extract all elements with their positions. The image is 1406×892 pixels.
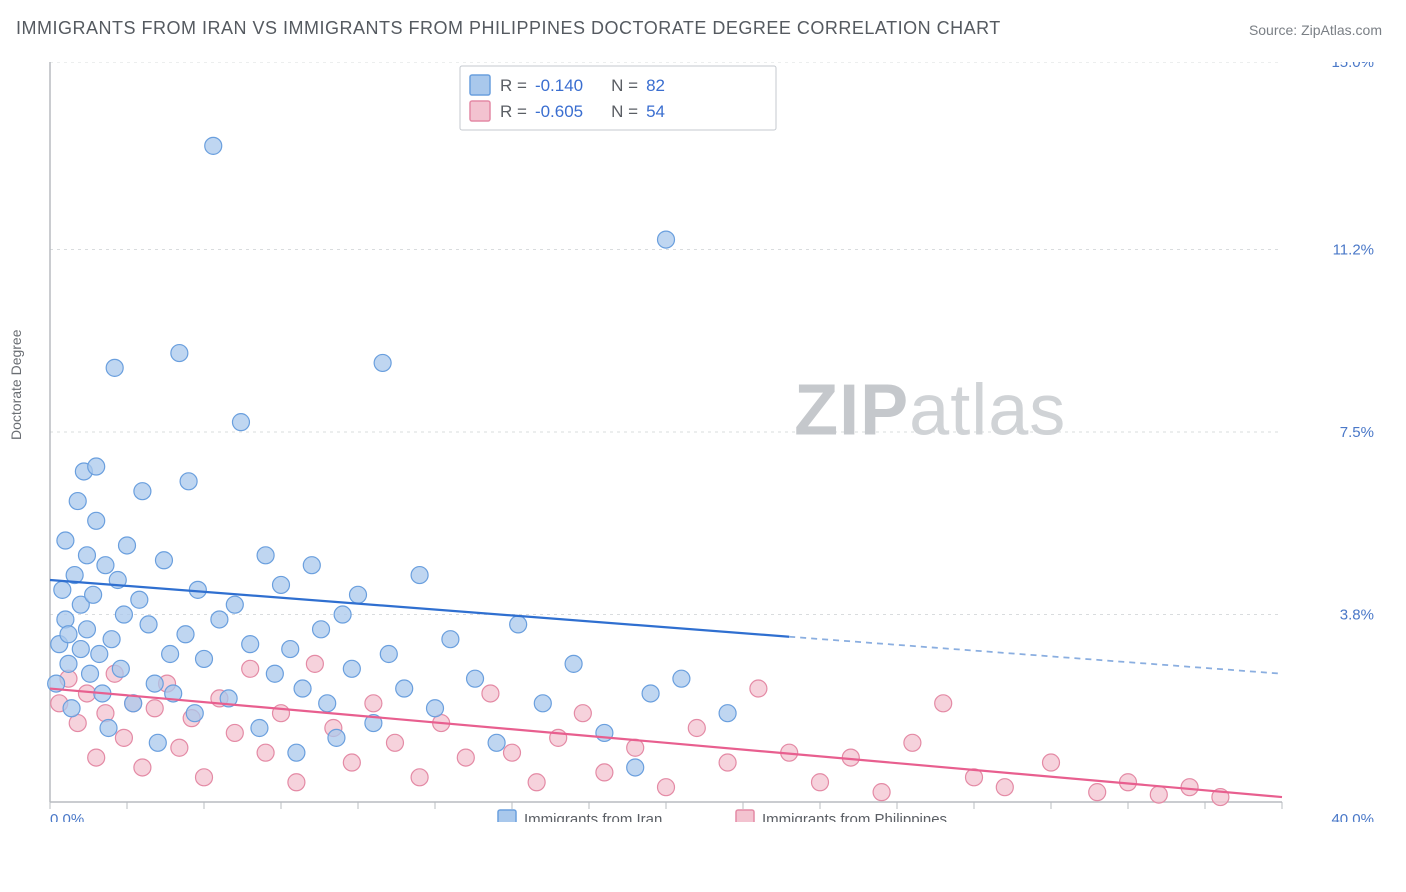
plot-area: ZIPatlas 3.8% 7.5% 11.2% 15.0% 0.0% 40.0% Immig… (46, 62, 1382, 822)
x-tick-label: 40.0% (1331, 811, 1374, 822)
x-tick-label: 0.0% (50, 811, 84, 822)
svg-text:Immigrants from Iran: Immigrants from Iran (524, 811, 662, 822)
plot-svg: ZIPatlas 3.8% 7.5% 11.2% 15.0% 0.0% 40.0% Immig… (46, 62, 1382, 822)
chart-container: IMMIGRANTS FROM IRAN VS IMMIGRANTS FROM … (0, 0, 1406, 892)
source-link[interactable]: ZipAtlas.com (1301, 22, 1382, 38)
chart-title: IMMIGRANTS FROM IRAN VS IMMIGRANTS FROM … (16, 18, 1001, 39)
stat-legend: R =-0.140N =82R =-0.605N =54 (460, 66, 776, 130)
y-tick-label: 7.5% (1340, 424, 1374, 441)
source-label: Source: (1249, 22, 1301, 38)
legend-item-philippines: Immigrants from Philippines (736, 810, 947, 822)
y-tick-label: 15.0% (1331, 62, 1374, 71)
svg-text:Immigrants from Philippines: Immigrants from Philippines (762, 811, 947, 822)
source-attribution: Source: ZipAtlas.com (1249, 22, 1382, 38)
svg-text:ZIPatlas: ZIPatlas (794, 370, 1066, 450)
y-axis-label: Doctorate Degree (8, 329, 24, 440)
y-tick-label: 3.8% (1340, 607, 1374, 624)
y-tick-label: 11.2% (1333, 241, 1374, 258)
